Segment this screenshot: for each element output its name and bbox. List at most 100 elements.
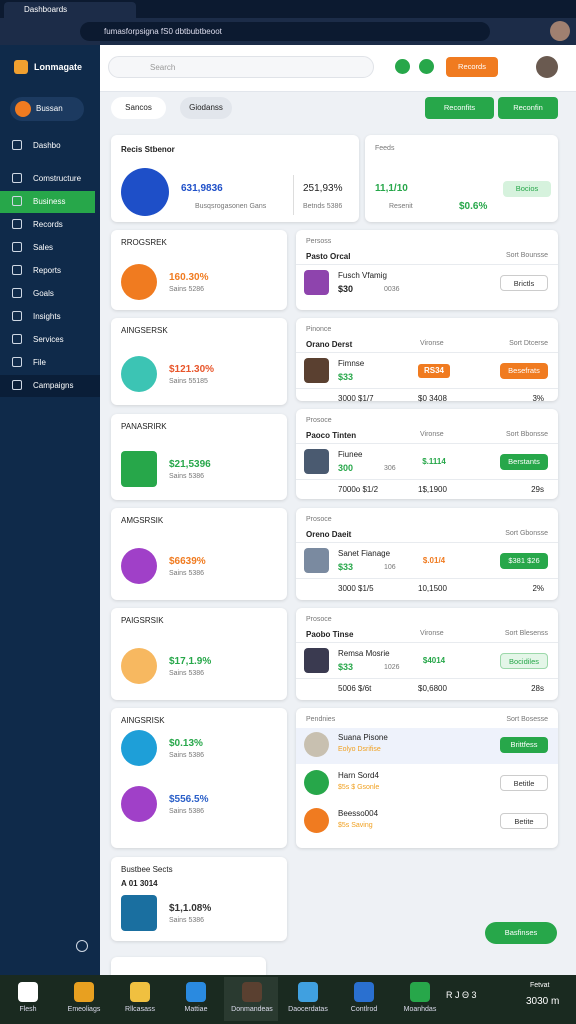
list-sort: Sort Gbonsse (505, 530, 548, 537)
row-name: Sanet Fianage (338, 549, 391, 558)
sidebar-highlight (0, 375, 100, 397)
sidebar-icon (12, 265, 22, 275)
row-footer: 3% (532, 394, 544, 403)
taskbar-icon[interactable] (354, 982, 374, 1002)
row-button[interactable]: Betitle (500, 775, 548, 791)
divider (296, 678, 558, 679)
list-card: Pinonce Orano Derst Vironse Sort Dtcerse Fim… (296, 318, 558, 403)
sidebar-top-icon (15, 101, 31, 117)
sidebar-active (0, 191, 95, 213)
sidebar-item[interactable]: Reports (33, 266, 62, 275)
list-card: Prosoce Paoco Tinten Vironse Sort Bbonsse Fi… (296, 409, 558, 499)
row-button[interactable]: Betite (500, 813, 548, 829)
header-button[interactable]: Records (446, 57, 498, 77)
search-placeholder: Search (150, 63, 176, 72)
metric-title: AINGSRISK (121, 716, 165, 725)
row-footer: 7000o $1/2 (338, 485, 379, 494)
taskbar-label: Contlrod (350, 1006, 378, 1013)
sidebar-icon (12, 140, 22, 150)
taskbar-icon[interactable] (130, 982, 150, 1002)
feeds-label: Resenit (389, 203, 413, 210)
sidebar-item[interactable]: Sales (33, 243, 54, 252)
metric-icon (121, 451, 157, 487)
row-button[interactable]: Berstants (500, 454, 548, 470)
sidebar-item[interactable]: Services (33, 335, 64, 344)
row-sub: $5s $ Gsonle (338, 784, 380, 791)
list-sort: Sort Bosesse (506, 716, 548, 723)
taskbar-icon[interactable] (74, 982, 94, 1002)
taskbar-icon[interactable] (298, 982, 318, 1002)
row-price: 300 (338, 463, 354, 473)
row-button[interactable]: $381 $26 (500, 553, 548, 569)
row-footer: 5006 $/6t (338, 684, 372, 693)
metric-card: RROGSREK 160.30% Sains 5286 (111, 230, 287, 310)
divider (296, 388, 558, 389)
row-footer: $0 3408 (418, 394, 447, 403)
row-avatar (304, 358, 329, 383)
sidebar-item[interactable]: Campaigns (33, 381, 74, 390)
row-button[interactable]: Bocidiles (500, 653, 548, 669)
profile-avatar (550, 21, 570, 41)
taskbar-label: Rllcasass (125, 1006, 155, 1013)
sidebar-item[interactable]: Goals (33, 289, 54, 298)
url-field[interactable] (80, 22, 490, 41)
divider (296, 264, 558, 265)
toolbar-button[interactable]: Reconfin (498, 97, 558, 119)
float-button[interactable]: Basfinses (485, 922, 557, 944)
row-footer: 3000 $1/7 (338, 394, 374, 403)
metric-icon (121, 895, 157, 931)
tab-title: Dashboards (24, 5, 68, 14)
row-name: Fiunee (338, 450, 363, 459)
row-qty: 0036 (384, 286, 400, 293)
metric-title: Bustbee Sects (121, 865, 173, 874)
logo-icon (14, 60, 28, 74)
taskbar-label: Mattiae (184, 1006, 208, 1013)
taskbar-icon[interactable] (18, 982, 38, 1002)
taskbar-icon[interactable] (242, 982, 262, 1002)
metric-value: $121.30% (169, 363, 215, 375)
clock-time: 3030 m (526, 996, 560, 1007)
row-price: $33 (338, 662, 354, 672)
sidebar-item[interactable]: Insights (33, 312, 61, 321)
list-card: Persoss Pasto Orcal Sort Bounsse Fusch Vfam… (296, 230, 558, 310)
metric-card: AINGSRISK $0.13% Sains 5386 $556.5% Sains 53… (111, 708, 287, 848)
row-price: $33 (338, 372, 354, 382)
row-button[interactable]: Besefrats (500, 363, 548, 379)
feeds-pct: $0.6% (459, 201, 488, 212)
status-dot (395, 59, 410, 74)
feeds-value: 11,1/10 (375, 183, 408, 194)
row-qty: 106 (384, 564, 396, 571)
sidebar-item[interactable]: Comstructure (33, 174, 82, 183)
taskbar-icon[interactable] (410, 982, 430, 1002)
tab[interactable] (4, 2, 136, 18)
sidebar-item[interactable]: File (33, 358, 46, 367)
search-box[interactable] (108, 56, 374, 78)
toolbar-button[interactable]: Reconfits (425, 97, 494, 119)
row-button[interactable]: Brictls (500, 275, 548, 291)
metric-icon (121, 730, 157, 766)
taskbar-icon[interactable] (186, 982, 206, 1002)
row-sub: $5s Saving (338, 822, 373, 829)
row-name: Fimnse (338, 359, 365, 368)
taskbar-label: Emeoliags (67, 1006, 101, 1013)
user-avatar[interactable] (536, 56, 558, 78)
list-label: Prosoce (306, 616, 332, 623)
toolbar-tab[interactable]: Giodanss (180, 97, 232, 119)
row-footer: 3000 $1/5 (338, 584, 374, 593)
feeds-button[interactable]: Bocios (503, 181, 551, 197)
metric-sub: Sains 55185 (169, 377, 208, 385)
settings-icon[interactable] (76, 940, 88, 952)
list-title: Paobo Tinse (306, 630, 354, 639)
sidebar-item[interactable]: Dashbo (33, 141, 61, 150)
sidebar-item[interactable]: Records (33, 220, 63, 229)
row-button[interactable]: Brittfess (500, 737, 548, 753)
toolbar-tab[interactable]: Sancos (111, 97, 166, 119)
metric-sub: Sains 5386 (169, 570, 205, 577)
summary-card: Recis Stbenor 631,9836 Busqsrogasonen Gans… (111, 135, 359, 222)
metric-title: AMGSRSIK (121, 516, 164, 525)
summary-title: Recis Stbenor (121, 145, 175, 154)
sidebar-item[interactable]: Business (33, 197, 66, 206)
metric-title: PANASRIRK (121, 422, 167, 431)
list-column: Vironse (420, 431, 444, 438)
